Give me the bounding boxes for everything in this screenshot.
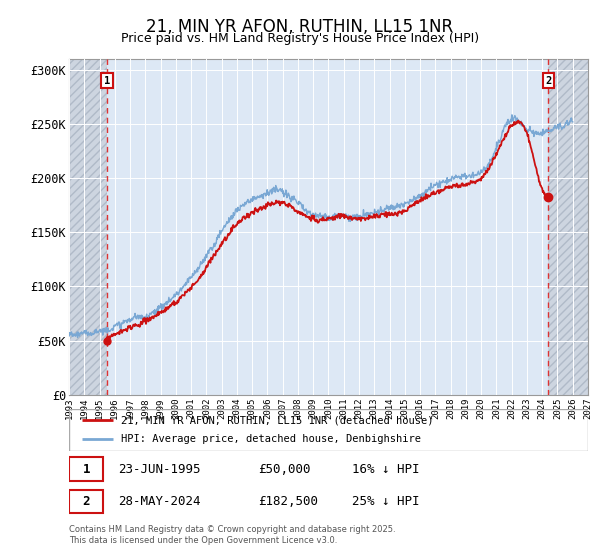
- Text: Contains HM Land Registry data © Crown copyright and database right 2025.
This d: Contains HM Land Registry data © Crown c…: [69, 525, 395, 545]
- Text: 21, MIN YR AFON, RUTHIN, LL15 1NR: 21, MIN YR AFON, RUTHIN, LL15 1NR: [146, 18, 454, 36]
- Text: 23-JUN-1995: 23-JUN-1995: [118, 463, 201, 475]
- Text: 28-MAY-2024: 28-MAY-2024: [118, 494, 201, 508]
- Bar: [69, 458, 103, 480]
- Text: 25% ↓ HPI: 25% ↓ HPI: [352, 494, 419, 508]
- Text: 2: 2: [545, 76, 551, 86]
- Bar: [107, 59, 548, 395]
- Text: Price paid vs. HM Land Registry's House Price Index (HPI): Price paid vs. HM Land Registry's House …: [121, 32, 479, 45]
- Bar: [548, 59, 588, 395]
- Text: 21, MIN YR AFON, RUTHIN, LL15 1NR (detached house): 21, MIN YR AFON, RUTHIN, LL15 1NR (detac…: [121, 415, 433, 425]
- Text: 1: 1: [104, 76, 110, 86]
- Text: 16% ↓ HPI: 16% ↓ HPI: [352, 463, 419, 475]
- Text: 2: 2: [82, 494, 90, 508]
- Text: 1: 1: [82, 463, 90, 475]
- Bar: [69, 59, 107, 395]
- Text: £50,000: £50,000: [259, 463, 311, 475]
- Text: HPI: Average price, detached house, Denbighshire: HPI: Average price, detached house, Denb…: [121, 435, 421, 445]
- Text: £182,500: £182,500: [259, 494, 319, 508]
- Bar: [69, 489, 103, 513]
